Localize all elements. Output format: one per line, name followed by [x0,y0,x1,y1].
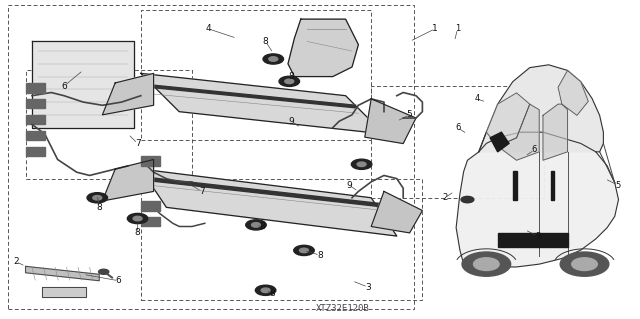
Bar [141,179,422,300]
Polygon shape [141,217,160,226]
Circle shape [87,193,108,203]
Polygon shape [288,19,358,77]
Polygon shape [543,104,568,160]
Text: 8: 8 [263,37,268,46]
Circle shape [357,162,366,167]
Text: 1: 1 [433,24,438,33]
Circle shape [127,213,148,224]
Polygon shape [550,172,554,200]
Polygon shape [371,191,422,233]
Circle shape [261,288,270,293]
Text: 5: 5 [407,110,412,119]
Circle shape [133,216,142,221]
Text: 6: 6 [61,82,67,91]
Text: 8: 8 [260,222,265,231]
Polygon shape [456,132,618,267]
Circle shape [263,54,284,64]
Circle shape [351,159,372,169]
Text: 6: 6 [116,276,121,285]
Polygon shape [26,83,45,93]
Text: 8: 8 [269,289,275,298]
Text: XTZ32E120B: XTZ32E120B [316,304,369,313]
Text: 3: 3 [535,232,540,241]
Bar [26,70,192,179]
Polygon shape [26,115,45,124]
Polygon shape [513,172,516,200]
Text: 7: 7 [135,139,140,148]
Text: 4: 4 [474,94,479,103]
Text: 6: 6 [455,123,460,132]
Polygon shape [141,201,160,211]
Polygon shape [102,73,154,115]
Polygon shape [479,65,604,152]
Text: 8: 8 [135,228,140,237]
Text: 8: 8 [289,72,294,81]
Text: 8: 8 [317,251,323,260]
Text: 9: 9 [289,117,294,126]
Polygon shape [141,169,397,236]
Polygon shape [150,178,381,207]
Circle shape [474,258,499,271]
Text: 2: 2 [13,257,19,266]
Circle shape [300,248,308,253]
Circle shape [255,285,276,295]
Polygon shape [486,93,530,146]
Circle shape [572,258,597,271]
Text: 8: 8 [97,203,102,212]
Text: 9: 9 [346,181,351,189]
Circle shape [93,196,102,200]
Circle shape [285,79,294,84]
Text: 5: 5 [615,181,620,189]
Polygon shape [26,131,45,140]
Circle shape [560,252,609,276]
Circle shape [252,223,260,227]
Circle shape [294,245,314,256]
Text: 7: 7 [199,187,204,196]
Bar [8,5,414,309]
Polygon shape [141,73,384,134]
Circle shape [99,269,109,274]
Circle shape [279,76,300,86]
Text: 2: 2 [442,193,447,202]
Polygon shape [365,99,416,144]
Text: 1: 1 [455,24,460,33]
Circle shape [269,57,278,61]
Polygon shape [26,99,45,108]
Polygon shape [150,85,355,108]
Text: 3: 3 [365,283,371,292]
Bar [371,86,544,198]
Text: 4: 4 [205,24,211,33]
Text: 6: 6 [532,145,537,154]
Polygon shape [26,266,99,281]
Polygon shape [32,41,134,128]
Polygon shape [26,147,45,156]
Polygon shape [539,233,568,247]
Polygon shape [42,287,86,297]
Polygon shape [102,160,154,201]
Polygon shape [498,104,539,160]
Polygon shape [558,70,588,115]
Circle shape [246,220,266,230]
Bar [141,10,371,140]
Circle shape [461,197,474,203]
Polygon shape [490,132,509,152]
Polygon shape [141,156,160,166]
Circle shape [462,252,511,276]
Polygon shape [498,233,539,247]
